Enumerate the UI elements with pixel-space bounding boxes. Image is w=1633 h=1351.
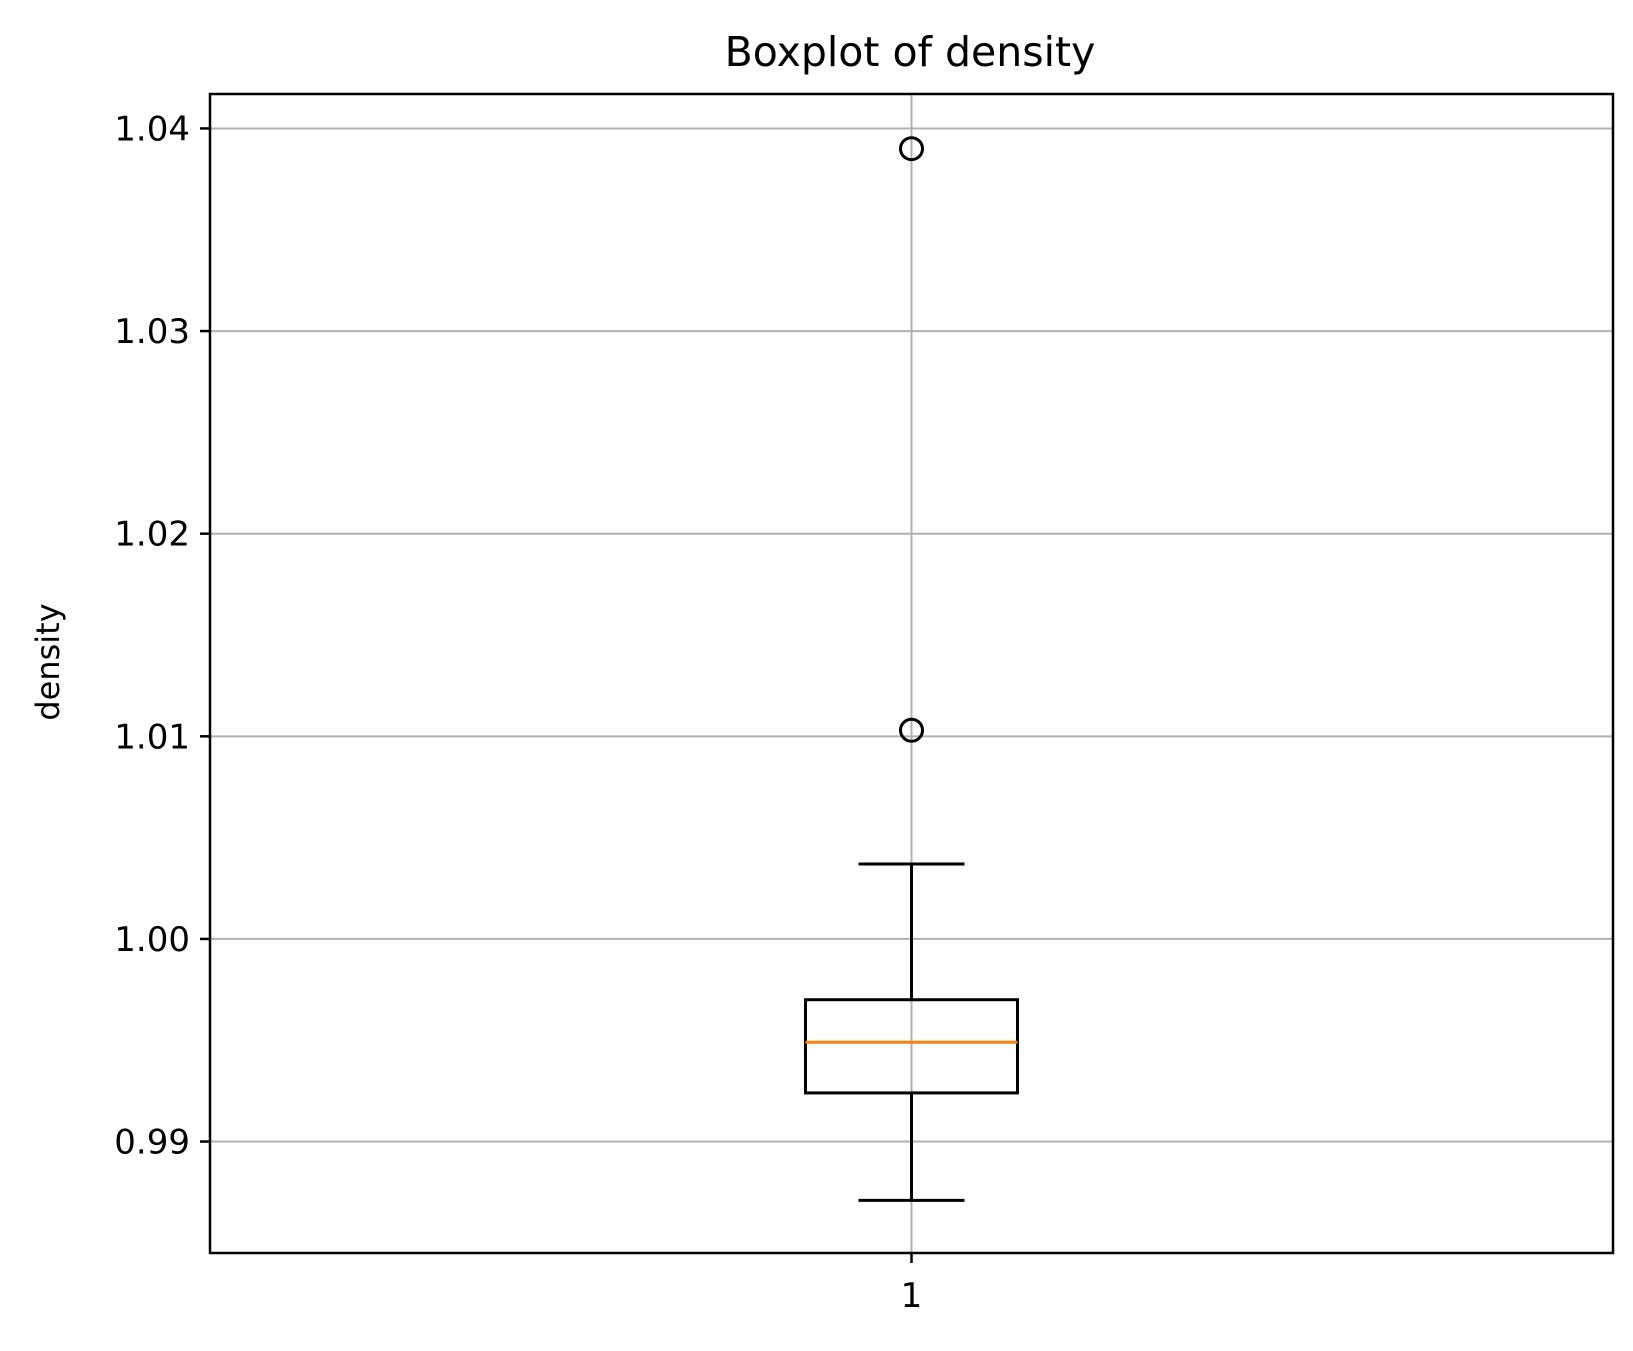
y-tick-label: 0.99 bbox=[114, 1123, 190, 1163]
chart-title: Boxplot of density bbox=[725, 28, 1096, 76]
outlier-point bbox=[899, 717, 924, 743]
y-axis-label: density bbox=[29, 603, 67, 720]
grid-lines bbox=[210, 94, 1613, 1253]
y-tick-label: 1.00 bbox=[114, 920, 190, 960]
y-tick-label: 1.02 bbox=[114, 515, 190, 555]
y-tick-label: 1.01 bbox=[114, 717, 190, 757]
y-tick-label: 1.04 bbox=[114, 109, 190, 149]
axes: 0.99 1.00 1.01 1.02 1.03 1.04 1 bbox=[114, 92, 1615, 1316]
box-iqr bbox=[804, 998, 1019, 1095]
y-tick-label: 1.03 bbox=[114, 312, 190, 352]
outlier-point bbox=[899, 136, 924, 162]
plot-area bbox=[804, 136, 1019, 1202]
x-tick-label: 1 bbox=[901, 1276, 923, 1316]
